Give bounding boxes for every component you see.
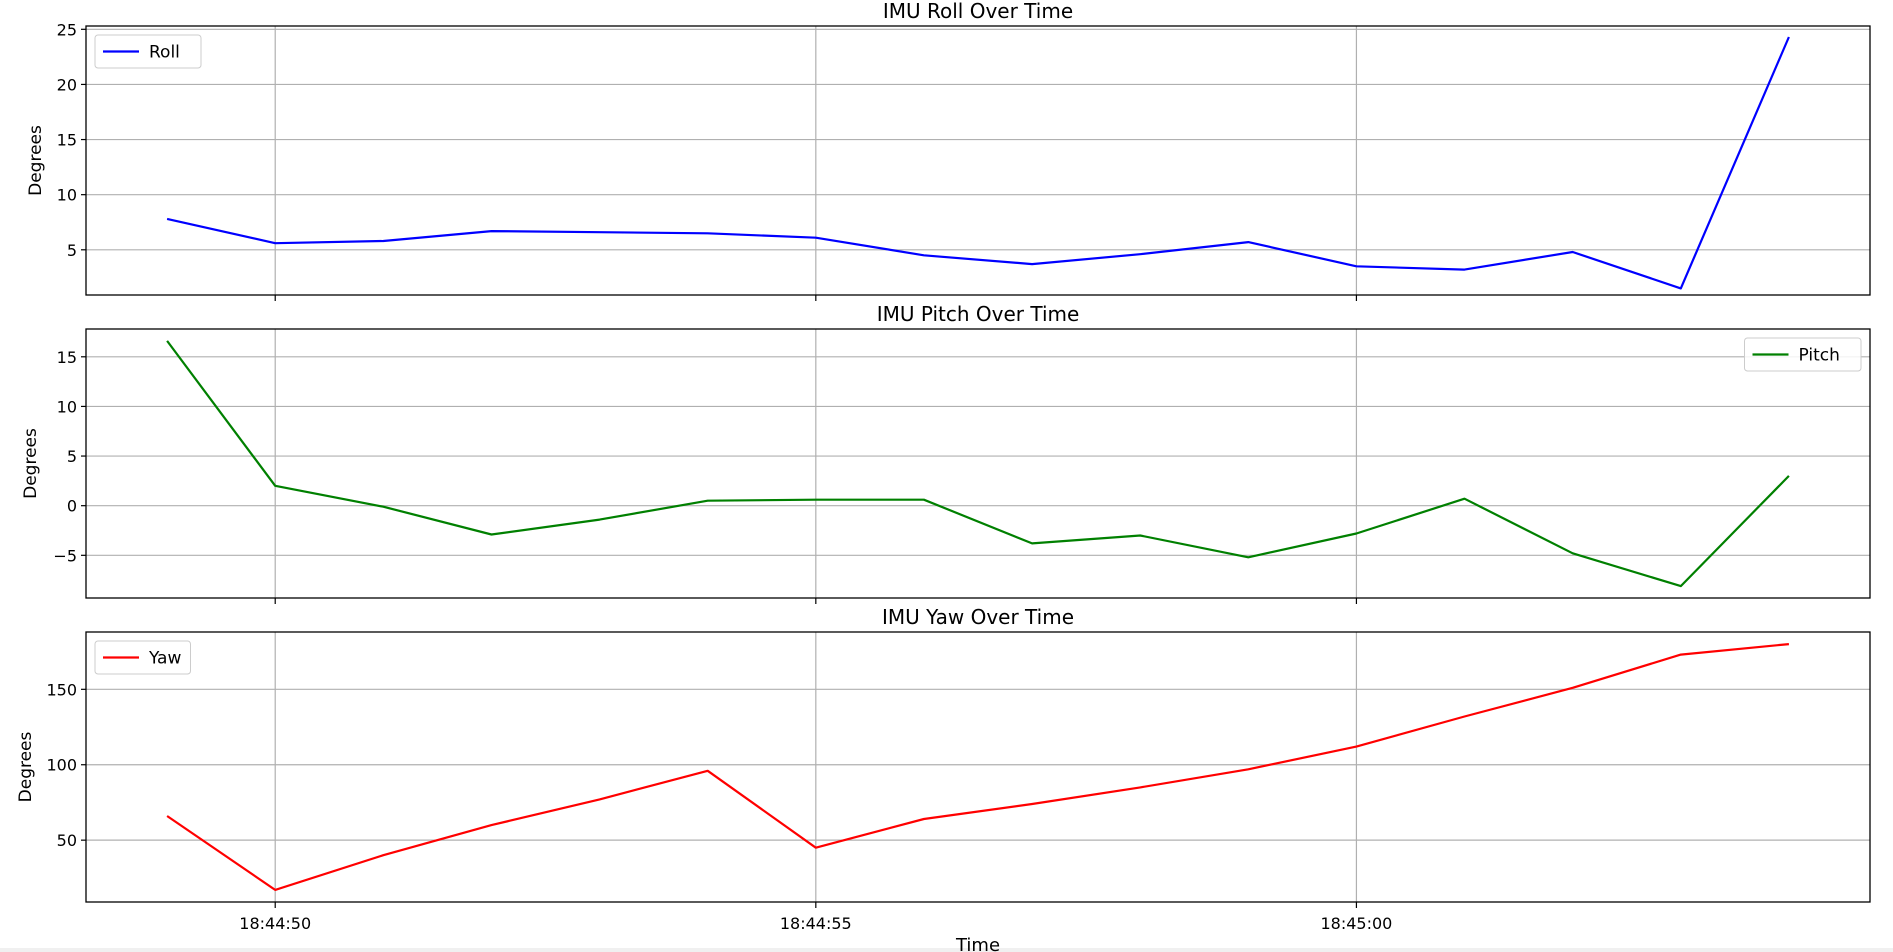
x-tick-label: 18:44:55 <box>780 914 852 933</box>
y-tick-label: 5 <box>67 241 77 260</box>
y-tick-label: 5 <box>67 447 77 466</box>
y-axis-label: Degrees <box>21 428 41 499</box>
axes-frame <box>85 328 1871 599</box>
chart-2: −5 0 5 10 15 IMU Pitch Over Time Degrees Pitch <box>21 302 1871 604</box>
y-tick-label: −5 <box>53 546 77 565</box>
x-tick-label: 18:44:50 <box>239 914 311 933</box>
chart-title: IMU Roll Over Time <box>883 0 1073 23</box>
legend-label: Roll <box>149 43 180 63</box>
chart-title: IMU Yaw Over Time <box>882 605 1074 629</box>
y-tick-label: 100 <box>46 756 77 775</box>
chart-1: 5 10 15 20 25 IMU Roll Over Time Degrees Roll <box>26 0 1871 301</box>
x-axis-label: Time <box>955 935 1000 952</box>
legend-box <box>1744 337 1862 372</box>
series-line-pitch <box>166 340 1790 588</box>
axes-frame <box>85 25 1871 296</box>
legend-label: Yaw <box>148 649 181 669</box>
legend-label: Pitch <box>1799 346 1840 366</box>
chart-3: 50 100 150 18:44:50 18:44:55 18:45:00 IMU Yaw … <box>16 605 1871 952</box>
y-tick-label: 20 <box>57 75 77 94</box>
y-tick-label: 15 <box>57 131 77 150</box>
y-tick-label: 50 <box>57 831 77 850</box>
y-tick-label: 10 <box>57 397 77 416</box>
legend: Pitch <box>1744 337 1862 372</box>
series-line-yaw <box>166 643 1790 892</box>
y-tick-label: 0 <box>67 497 77 516</box>
y-tick-label: 150 <box>46 680 77 699</box>
legend-box <box>94 640 191 675</box>
y-tick-label: 10 <box>57 186 77 205</box>
axes-frame <box>85 631 1871 903</box>
legend: Yaw <box>94 640 191 675</box>
y-tick-label: 15 <box>57 348 77 367</box>
chart-title: IMU Pitch Over Time <box>877 302 1080 326</box>
series-line-roll <box>166 36 1790 290</box>
x-tick-label: 18:45:00 <box>1320 914 1392 933</box>
y-axis-label: Degrees <box>16 731 36 802</box>
y-tick-label: 25 <box>57 20 77 39</box>
legend-box <box>94 34 202 69</box>
y-axis-label: Degrees <box>26 125 46 196</box>
legend: Roll <box>94 34 202 69</box>
